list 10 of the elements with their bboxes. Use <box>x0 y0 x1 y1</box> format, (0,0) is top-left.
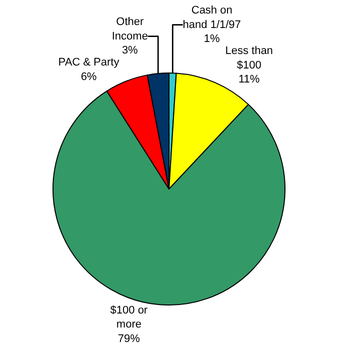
slice-label: Other Income <box>112 16 148 42</box>
slice-label: $100 or more <box>110 304 148 331</box>
data-label: 6% <box>80 70 97 83</box>
data-label: 79% <box>118 332 140 345</box>
data-label: 11% <box>238 74 260 86</box>
slice-label: PAC & Party <box>58 56 120 69</box>
data-label: 1% <box>204 33 220 46</box>
slice-label: Less than $100 <box>225 45 273 72</box>
data-label: 3% <box>122 44 138 57</box>
slice-label: Cash on hand 1/1/97 <box>182 4 241 31</box>
